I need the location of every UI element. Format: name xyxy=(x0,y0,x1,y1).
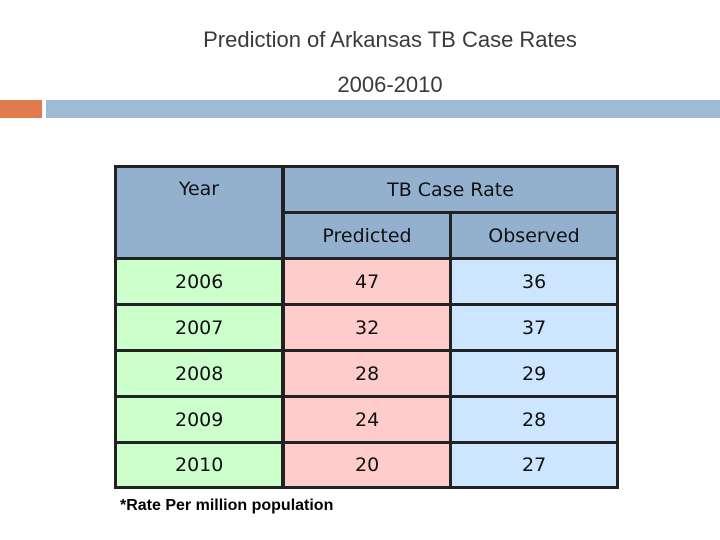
slide-title: Prediction of Arkansas TB Case Rates xyxy=(203,27,577,52)
table-row-predicted-cell: 28 xyxy=(285,352,449,395)
header-observed-cell: Observed xyxy=(452,214,616,257)
year-value: 2009 xyxy=(175,408,224,431)
table-row-year-cell: 2009 xyxy=(117,398,281,441)
accent-bar-orange xyxy=(0,100,42,118)
table-row-year-cell: 2010 xyxy=(117,444,281,486)
table-row-observed-cell: 37 xyxy=(452,306,616,349)
table-row-observed-cell: 36 xyxy=(452,260,616,303)
predicted-value: 32 xyxy=(355,316,380,339)
table-row-year-cell: 2007 xyxy=(117,306,281,349)
header-year-label: Year xyxy=(178,178,220,200)
year-value: 2008 xyxy=(175,362,224,385)
footnote: *Rate Per million population xyxy=(120,497,334,514)
table-row-year-cell: 2006 xyxy=(117,260,281,303)
predicted-value: 20 xyxy=(355,454,380,476)
header-predicted-label: Predicted xyxy=(322,224,412,247)
table-row-year-cell: 2008 xyxy=(117,352,281,395)
year-value: 2006 xyxy=(175,270,224,293)
table-row-predicted-cell: 32 xyxy=(285,306,449,349)
observed-value: 29 xyxy=(522,362,547,385)
table-row-predicted-cell: 47 xyxy=(285,260,449,303)
predicted-value: 24 xyxy=(355,408,380,431)
header-group-label: TB Case Rate xyxy=(387,178,514,201)
table-row-predicted-cell: 20 xyxy=(285,444,449,486)
year-value: 2007 xyxy=(175,316,224,339)
tb-rate-table: Year TB Case Rate Predicted Observed 200… xyxy=(114,165,619,489)
header-year-cell: Year xyxy=(117,168,281,257)
observed-value: 37 xyxy=(522,316,547,339)
header-group-cell: TB Case Rate xyxy=(285,168,616,211)
slide-subtitle: 2006-2010 xyxy=(337,72,443,97)
table-row-predicted-cell: 24 xyxy=(285,398,449,441)
accent-bar-blue xyxy=(46,100,720,118)
year-value: 2010 xyxy=(175,454,224,476)
table-row-observed-cell: 28 xyxy=(452,398,616,441)
header-predicted-cell: Predicted xyxy=(285,214,449,257)
predicted-value: 28 xyxy=(355,362,380,385)
observed-value: 27 xyxy=(522,454,547,476)
header-observed-label: Observed xyxy=(488,224,580,247)
observed-value: 28 xyxy=(522,408,547,431)
observed-value: 36 xyxy=(522,270,547,293)
table-row-observed-cell: 27 xyxy=(452,444,616,486)
table-row-observed-cell: 29 xyxy=(452,352,616,395)
predicted-value: 47 xyxy=(355,270,380,293)
